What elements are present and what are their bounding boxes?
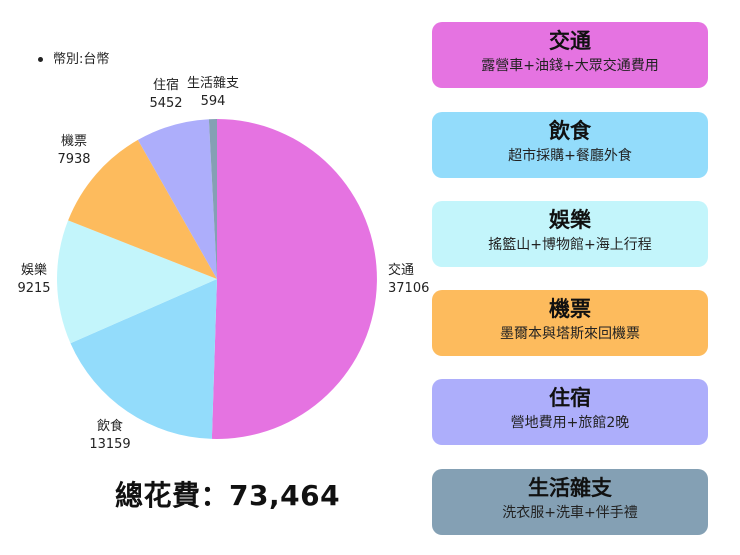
pie-slice [208, 119, 217, 279]
slice-category-label: 交通 [388, 262, 414, 278]
pie-chart: 交通 37106 飲食 13159 娛樂 9215 機票 7938 住宿 5452 生活雜支 594 [17, 76, 429, 452]
slice-category-label: 飲食 [97, 418, 123, 434]
slice-value-label: 37106 [388, 281, 429, 296]
pie-slice [68, 139, 217, 279]
slice-category-label: 機票 [61, 134, 87, 149]
slice-value-label: 7938 [57, 152, 90, 167]
card-food: 飲食 超市採購+餐廳外食 [432, 112, 708, 178]
card-title: 交通 [549, 29, 591, 53]
bullet-icon [38, 57, 43, 62]
card-desc: 露營車+油錢+大眾交通費用 [481, 58, 659, 74]
total-spending: 總花費：73,464 [115, 479, 341, 512]
card-title: 住宿 [549, 386, 591, 410]
card-lodging: 住宿 營地費用+旅館2晚 [432, 379, 708, 445]
slice-category-label: 娛樂 [21, 262, 47, 278]
slice-value-label: 5452 [149, 96, 182, 111]
card-misc: 生活雜支 洗衣服+洗車+伴手禮 [432, 469, 708, 535]
pie-slice [70, 279, 217, 439]
slice-value-label: 594 [201, 94, 226, 109]
card-title: 機票 [549, 297, 591, 321]
card-desc: 營地費用+旅館2晚 [510, 415, 630, 431]
card-desc: 墨爾本與塔斯來回機票 [500, 326, 640, 342]
card-title: 生活雜支 [528, 476, 612, 500]
card-desc: 搖籃山+博物館+海上行程 [488, 237, 652, 253]
card-title: 飲食 [549, 119, 591, 143]
slice-value-label: 9215 [17, 281, 50, 296]
card-entertainment: 娛樂 搖籃山+博物館+海上行程 [432, 201, 708, 267]
pie-slice [211, 119, 377, 439]
pie-slice [57, 220, 218, 344]
card-transport: 交通 露營車+油錢+大眾交通費用 [432, 22, 708, 88]
card-title: 娛樂 [549, 208, 591, 232]
card-desc: 超市採購+餐廳外食 [508, 148, 632, 164]
currency-note: 幣別:台幣 [38, 48, 109, 67]
currency-note-text: 幣別:台幣 [53, 52, 110, 67]
pie-slice [137, 119, 217, 280]
slice-category-label: 生活雜支 [187, 76, 239, 91]
card-desc: 洗衣服+洗車+伴手禮 [502, 505, 638, 521]
card-airfare: 機票 墨爾本與塔斯來回機票 [432, 290, 708, 356]
slice-category-label: 住宿 [153, 77, 179, 93]
slice-value-label: 13159 [89, 437, 130, 452]
